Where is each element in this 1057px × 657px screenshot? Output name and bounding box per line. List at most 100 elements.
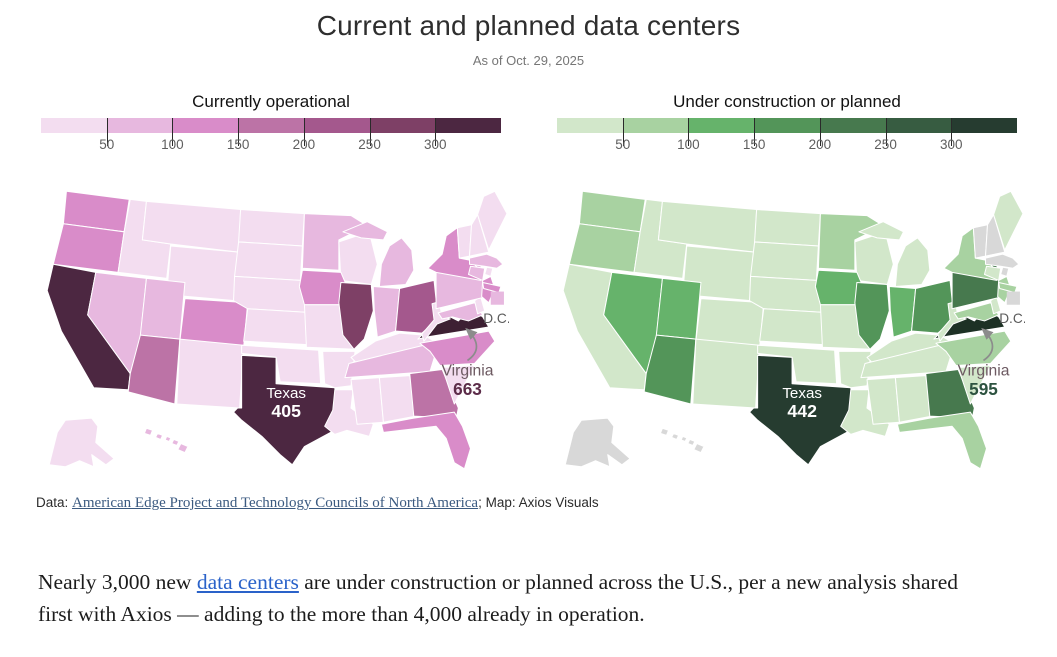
texas-value: 442	[787, 401, 817, 421]
legend-tick	[172, 118, 174, 146]
state-hi	[659, 427, 705, 454]
legend-title-operational: Currently operational	[192, 92, 350, 111]
state-tx	[749, 354, 856, 466]
legend-tick-label: 150	[742, 137, 766, 152]
dc-swatch	[490, 291, 504, 305]
legend-segment-2	[622, 118, 689, 133]
state-fl	[380, 411, 472, 470]
legend-segment-5	[819, 118, 886, 133]
state-nd	[754, 209, 821, 247]
state-ms	[866, 377, 900, 425]
virginia-value: 663	[453, 379, 482, 399]
legend-tick-label: 200	[808, 137, 832, 152]
state-ut	[655, 277, 702, 340]
legend-segment-6	[369, 118, 436, 133]
source-link[interactable]: American Edge Project and Technology Cou…	[72, 495, 479, 511]
legend-tick-label: 300	[424, 137, 447, 152]
legend-tick	[303, 118, 305, 146]
paragraph-text-pre: Nearly 3,000 new	[38, 570, 197, 594]
legend-tick-label: 200	[292, 137, 316, 152]
state-wi	[854, 231, 894, 285]
state-mt	[657, 200, 758, 253]
legend-tick	[369, 118, 371, 146]
state-tn	[344, 342, 439, 379]
state-ri	[484, 266, 494, 277]
state-sc	[441, 364, 476, 405]
footer-suffix: ; Map: Axios Visuals	[478, 495, 599, 510]
state-ok	[241, 344, 322, 385]
state-nd	[238, 209, 305, 247]
state-mn	[817, 213, 884, 271]
state-mi	[342, 221, 415, 288]
legend-tick	[951, 118, 953, 146]
state-me	[993, 190, 1024, 251]
state-wi	[338, 231, 378, 285]
state-nh	[984, 214, 1006, 257]
footer-attribution: Data: American Edge Project and Technolo…	[0, 495, 1057, 512]
legend-title-planned: Under construction or planned	[673, 92, 901, 111]
state-ar	[322, 350, 356, 389]
page-subtitle: As of Oct. 29, 2025	[472, 53, 585, 68]
legend-tick	[885, 118, 887, 146]
texas-value: 405	[271, 401, 301, 421]
page-title: Current and planned data centers	[316, 10, 741, 41]
state-sd	[750, 241, 819, 281]
footer-data-prefix: Data:	[36, 495, 73, 510]
state-nh	[468, 214, 490, 257]
legend-segment-4	[754, 118, 820, 133]
state-ri	[1000, 266, 1010, 277]
legend-tick-label: 50	[615, 137, 631, 152]
state-la	[324, 389, 374, 437]
state-fl	[896, 411, 988, 470]
state-ms	[350, 377, 384, 425]
legend-segment-6	[885, 118, 952, 133]
state-me	[477, 190, 508, 251]
legend-tick-label: 250	[358, 137, 381, 152]
legend-tick	[238, 118, 240, 146]
legend-tick	[106, 118, 108, 146]
state-nm	[692, 338, 761, 409]
state-tx	[233, 354, 340, 466]
state-ak	[48, 417, 115, 468]
texas-label: Texas	[782, 385, 822, 402]
legend-tick-label: 100	[161, 137, 184, 152]
state-mn	[301, 213, 368, 271]
state-sd	[234, 241, 303, 281]
legend-tick	[622, 118, 624, 146]
state-in	[888, 285, 917, 338]
legend-segment-3	[172, 118, 239, 133]
virginia-label: Virginia	[441, 363, 493, 380]
legend-tick-label: 150	[226, 137, 250, 152]
article-paragraph: Nearly 3,000 new data centers are under …	[0, 566, 1036, 631]
legend-tick-label: 50	[99, 137, 115, 152]
virginia-value: 595	[969, 379, 998, 399]
texas-label: Texas	[266, 385, 306, 402]
state-ar	[838, 350, 872, 389]
virginia-callout-arrow	[465, 327, 478, 362]
legend-segment-1	[557, 118, 623, 133]
state-ak	[564, 417, 631, 468]
virginia-callout-arrow	[981, 327, 994, 362]
legend-segment-1	[41, 118, 107, 133]
state-az	[643, 334, 697, 405]
paragraph-text-post: are under construction or planned across…	[38, 570, 959, 627]
state-ut	[139, 277, 186, 340]
state-il	[854, 281, 890, 350]
state-la	[840, 389, 890, 437]
state-ct	[467, 265, 486, 281]
state-ct	[983, 265, 1002, 281]
legend-segment-7	[435, 118, 502, 133]
legend-tick-label: 250	[874, 137, 897, 152]
legend-segment-2	[106, 118, 173, 133]
legend-bar-operational: 50 100 150 200 250 300	[41, 118, 502, 152]
data-centers-link[interactable]: data centers	[196, 570, 299, 594]
map-column-planned: Under construction or planned 50 100 150 20…	[549, 92, 1025, 483]
legend-tick	[819, 118, 821, 146]
legend-segment-4	[238, 118, 304, 133]
state-ma	[468, 253, 504, 269]
legend-segment-7	[951, 118, 1018, 133]
state-ga	[409, 369, 459, 419]
state-or	[52, 223, 125, 273]
